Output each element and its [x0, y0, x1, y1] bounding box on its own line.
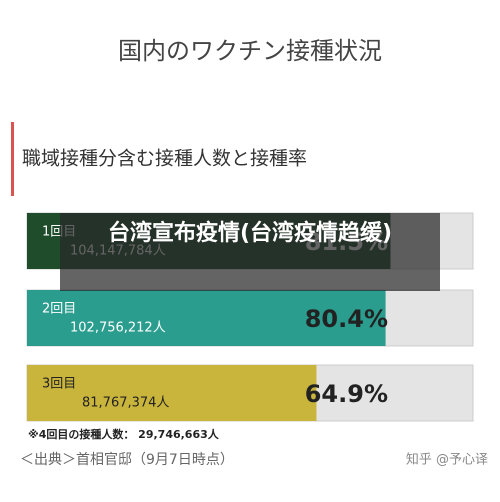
chart-title: 国内のワクチン接種状況: [118, 37, 382, 65]
accent-line: [11, 122, 14, 196]
chart-subtitle: 職域接種分含む接種人数と接種率: [22, 148, 307, 170]
source: ＜出典＞首相官邸（9月7日時点）: [20, 452, 234, 468]
category-label: 3回目: [42, 377, 76, 392]
category-label: 2回目: [42, 302, 76, 317]
overlay-caption: 台湾宣布疫情(台湾疫情趋缓): [60, 213, 440, 291]
note: ※4回目の接種人数： 29,746,663人: [28, 427, 220, 441]
watermark: 知乎 @予心译: [406, 452, 488, 468]
bar: [27, 365, 317, 421]
count-label: 81,767,374人: [82, 396, 169, 411]
value-label: 64.9%: [305, 380, 388, 408]
count-label: 102,756,212人: [70, 321, 166, 336]
bar: [27, 290, 386, 346]
value-label: 80.4%: [305, 305, 388, 333]
